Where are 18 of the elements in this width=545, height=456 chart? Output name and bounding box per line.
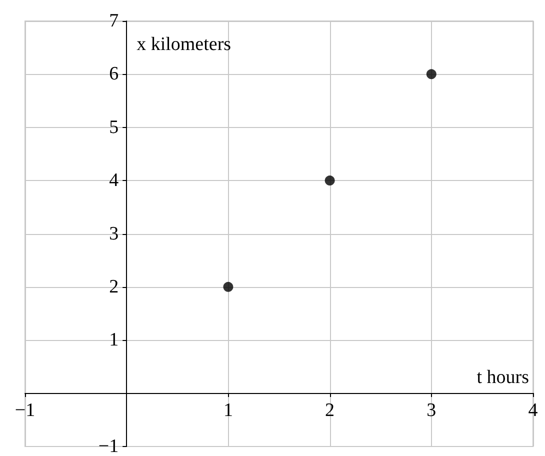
y-tick-label: 2 [109,276,119,298]
point [426,69,436,80]
x-tick-label: 3 [426,400,436,421]
y-tick-label: 4 [109,170,120,192]
x-tick-label: 1 [223,400,233,421]
y-tick-label: 3 [109,223,119,244]
x-tick-label: −1 [14,400,36,421]
y-axis-title: x kilometers [136,34,232,55]
x-tick-label: 2 [325,400,335,421]
y-tick-label: −1 [98,436,119,456]
y-tick-label: 5 [109,116,119,138]
y-tick-label: 6 [109,64,119,85]
point [324,176,335,186]
y-tick-label: 7 [109,10,119,32]
y-tick-label: 1 [109,330,119,351]
x-axis-title: t hours [476,367,529,388]
point [223,282,234,292]
x-tick-label: 4 [528,400,538,421]
